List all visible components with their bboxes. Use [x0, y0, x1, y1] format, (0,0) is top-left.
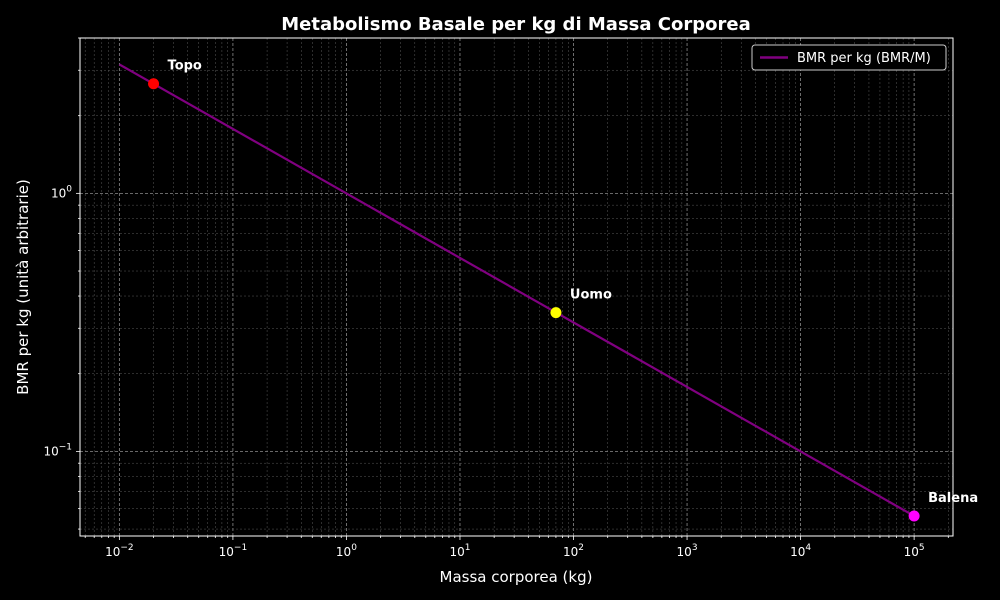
- legend-label: BMR per kg (BMR/M): [797, 51, 931, 66]
- y-tick-label: 10−1: [43, 442, 72, 458]
- series-line-bmr-per-kg: [118, 63, 915, 517]
- plot-frame: [79, 37, 954, 537]
- legend-box: [751, 44, 947, 71]
- y-tick-label: 100: [51, 184, 72, 200]
- chart-title: Metabolismo Basale per kg di Massa Corpo…: [281, 14, 750, 35]
- x-tick-label: 101: [449, 543, 470, 559]
- ticks-layer: 10−2 10−1 100 101 102 103 104 105 100 10−1: [43, 37, 949, 559]
- x-tick-label: 105: [904, 543, 925, 559]
- y-axis-label: BMR per kg (unità arbitrarie): [14, 179, 32, 395]
- data-point-balena: [908, 510, 920, 522]
- data-point-uomo: [550, 307, 562, 319]
- x-axis-label: Massa corporea (kg): [440, 568, 593, 586]
- legend: BMR per kg (BMR/M): [751, 44, 947, 71]
- point-label-topo: Topo: [168, 59, 202, 74]
- x-tick-label: 10−1: [219, 543, 248, 559]
- data-point-topo: [148, 78, 160, 90]
- x-tick-label: 104: [790, 543, 811, 559]
- grid: [80, 37, 953, 536]
- point-label-uomo: Uomo: [570, 288, 612, 303]
- series-layer: [118, 63, 915, 517]
- x-tick-label: 102: [563, 543, 584, 559]
- x-tick-label: 10−2: [105, 543, 134, 559]
- x-tick-label: 100: [336, 543, 357, 559]
- x-tick-label: 103: [677, 543, 698, 559]
